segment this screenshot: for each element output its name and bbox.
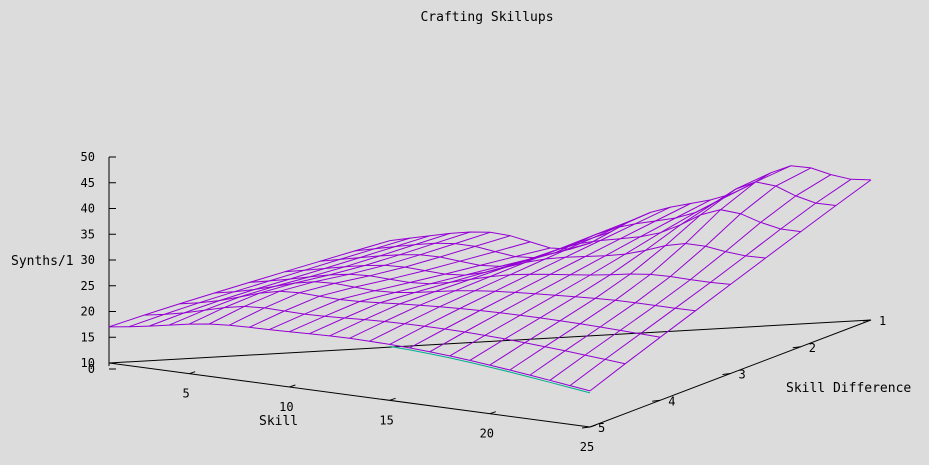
y-ticks: 1 2 3 4 5: [581, 314, 886, 435]
y-tick-mark: [722, 373, 731, 375]
surface-line-difference: [509, 165, 792, 371]
x-ticks: 5 10 15 20 25: [183, 371, 597, 454]
surface-line-difference: [409, 203, 691, 349]
z-tick-label: 25: [81, 279, 95, 293]
z-axis-label: Synths/1: [11, 254, 74, 269]
surface-line-difference: [188, 231, 471, 325]
surface-line-skill: [389, 165, 872, 250]
x-tick-mark: [489, 411, 496, 415]
y-axis-label: Skill Difference: [786, 381, 911, 396]
surface-line-difference: [208, 231, 491, 325]
surface-line-difference: [229, 235, 511, 326]
x-tick-mark: [389, 397, 396, 401]
y-tick-mark: [652, 399, 661, 402]
surface-line-difference: [289, 248, 571, 333]
surface-line-skill: [284, 242, 766, 276]
x-tick-mark: [589, 424, 597, 428]
surface-line-difference: [349, 220, 631, 339]
x-tick-label: 10: [279, 400, 293, 414]
surface-mesh: [108, 165, 872, 394]
surface-line-difference: [269, 247, 551, 331]
y-tick-label: 2: [809, 341, 816, 355]
surface-line-skill: [144, 305, 626, 365]
surface-line-difference: [309, 242, 591, 335]
z-tick-label: 30: [81, 253, 95, 267]
surface-line-difference: [569, 178, 852, 387]
x-tick-label: 5: [183, 387, 190, 401]
z-ticks: 010 15 20 25 30 35 40 45 50: [81, 150, 116, 376]
surface-line-skill: [214, 281, 696, 312]
surface-line-difference: [589, 179, 872, 392]
z-tick-label: 50: [81, 150, 95, 164]
surface-line-difference: [449, 193, 731, 357]
y-tick-mark: [792, 346, 801, 349]
surface-line-difference: [549, 174, 832, 381]
z-tick-label: 35: [81, 227, 95, 241]
surface-line-difference: [148, 235, 431, 327]
surface-line-difference: [389, 206, 671, 345]
surface-line-difference: [529, 167, 812, 376]
z-tick-label: 40: [81, 202, 95, 216]
y-tick-mark: [581, 426, 591, 429]
x-axis-label: Skill: [259, 414, 298, 429]
surface-underside-edge: [389, 345, 591, 394]
y-tick-mark: [862, 319, 872, 322]
y-tick-label: 3: [739, 368, 746, 382]
x-tick-mark: [189, 371, 196, 375]
chart-title: Crafting Skillups: [420, 10, 553, 25]
surface-line-difference: [108, 240, 391, 328]
back-axis-line: [108, 319, 872, 364]
x-tick-mark: [289, 384, 296, 388]
z-tick-label: 10: [81, 356, 95, 370]
surface-line-difference: [168, 232, 451, 326]
surface-line-difference: [429, 199, 711, 353]
surface-line-skill: [249, 273, 731, 285]
y-tick-label: 4: [668, 394, 675, 408]
surface-line-difference: [128, 237, 411, 328]
surface-line-difference: [369, 211, 651, 342]
y-tick-label: 1: [879, 314, 886, 328]
surface-line-difference: [489, 172, 772, 366]
x-tick-label: 25: [580, 440, 594, 454]
z-tick-label: 20: [81, 305, 95, 319]
x-tick-label: 15: [379, 413, 393, 427]
x-axis-line: [108, 362, 591, 428]
z-tick-label: 15: [81, 330, 95, 344]
z-tick-label: 45: [81, 176, 95, 190]
z-tick-label: 0: [88, 362, 95, 376]
y-tick-label: 5: [598, 421, 605, 435]
surface-line-difference: [469, 184, 752, 361]
surface-line-difference: [249, 241, 531, 328]
surface-line-skill: [108, 323, 591, 392]
x-tick-label: 20: [480, 427, 494, 441]
